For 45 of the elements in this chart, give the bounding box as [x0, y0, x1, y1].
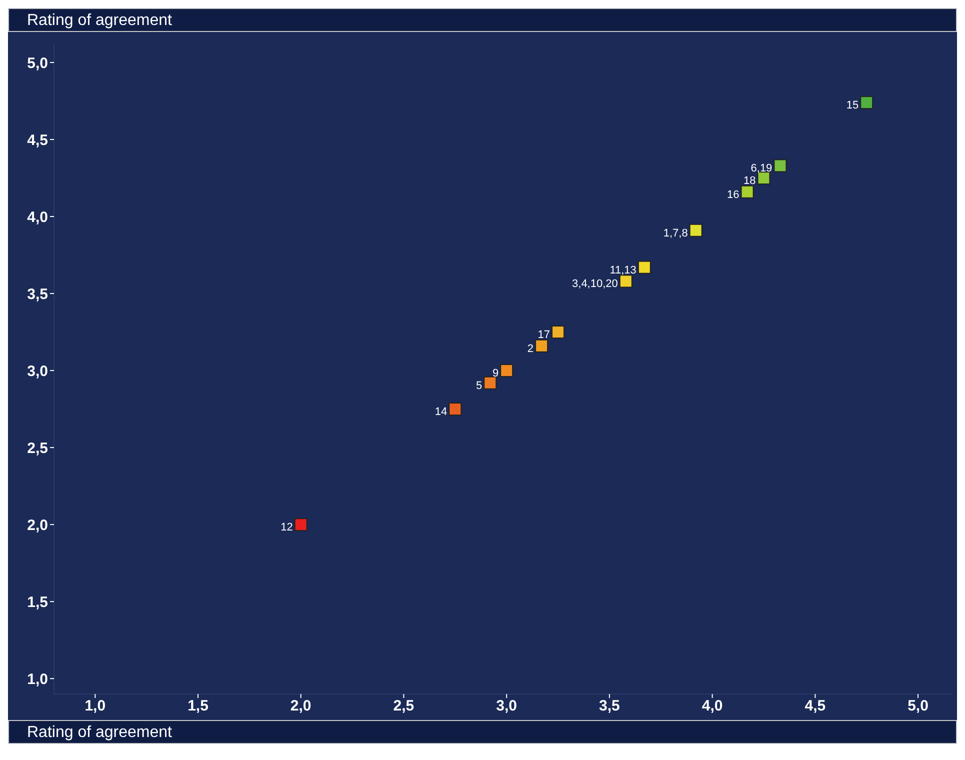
x-tick-label: 3,5	[599, 698, 620, 715]
y-tick-label: 2,0	[27, 516, 48, 534]
y-axis-title: Rating of agreement	[8, 8, 957, 32]
point	[294, 518, 308, 532]
annotation: 9	[492, 368, 499, 380]
y-tick-label: 1,0	[27, 670, 48, 688]
x-tick-label: 4,0	[702, 698, 723, 715]
annotation: 17	[538, 329, 550, 342]
point	[484, 376, 497, 390]
annotation: 12	[280, 522, 293, 534]
annotation: 11,13	[610, 264, 636, 276]
x-tick-label: 2,5	[393, 698, 414, 715]
annotation: 1,7,8	[663, 227, 688, 240]
point	[535, 339, 548, 352]
y-tick-label: 2,5	[27, 440, 48, 457]
y-tick-label: 4,0	[27, 208, 48, 226]
y-tick-label: 1,5	[27, 594, 48, 611]
point	[448, 402, 462, 416]
annotation: 6,19	[750, 162, 772, 175]
point	[689, 224, 702, 237]
x-tick-label: 4,5	[804, 698, 826, 715]
x-axis-title: Rating of agreement	[8, 720, 957, 744]
annotation: 16	[727, 188, 740, 201]
x-tick-label: 3,0	[496, 698, 518, 715]
annotation: 15	[846, 100, 859, 112]
y-tick-label: 4,5	[27, 132, 48, 149]
y-tick-label: 3,5	[27, 286, 48, 303]
point	[500, 364, 514, 378]
annotation: 14	[434, 406, 448, 418]
point	[619, 274, 632, 288]
annotation: 18	[743, 175, 756, 188]
y-tick-label: 5,0	[27, 54, 48, 72]
x-tick-label: 1,5	[188, 698, 208, 715]
point	[860, 96, 874, 110]
x-tick-label: 5,0	[908, 698, 928, 715]
annotation: 3,4,10,20	[572, 278, 618, 290]
annotation: 5	[476, 380, 482, 392]
point	[740, 185, 754, 198]
annotation: 2	[527, 342, 534, 355]
point	[552, 326, 565, 339]
point	[638, 260, 651, 274]
point	[774, 159, 787, 172]
x-tick-label: 2,0	[290, 698, 312, 715]
x-tick-label: 1,0	[84, 698, 106, 715]
y-tick-label: 3,0	[27, 362, 48, 380]
